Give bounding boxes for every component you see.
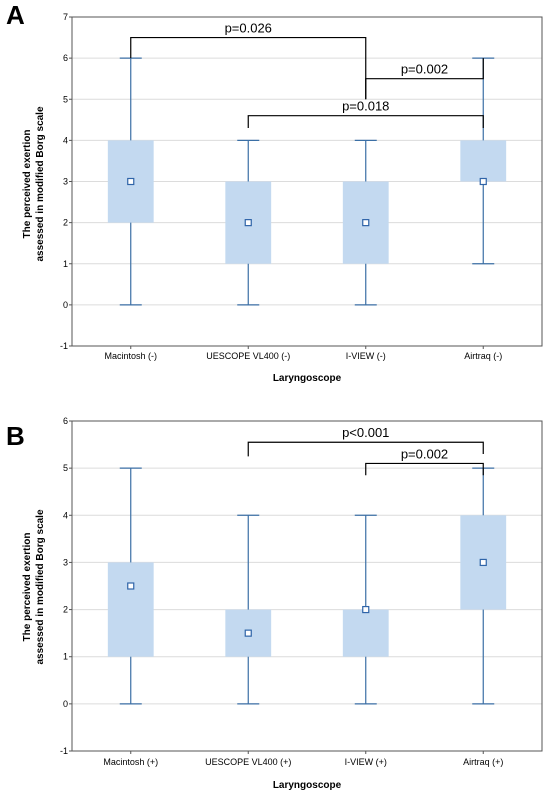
y-tick-label: 7: [63, 12, 68, 22]
panel-a: -1 0 1 2 3 4 5 6 7 Macintosh (-) UESCOPE VL400 (-)…: [6, 0, 543, 384]
significance-bracket: [130, 36, 367, 100]
p-value-label: p=0.002: [401, 446, 448, 461]
median-marker: [244, 629, 252, 637]
x-tick-label: I-VIEW (+): [345, 757, 387, 767]
y-tick-label: 1: [63, 259, 68, 269]
y-tick-label: 1: [63, 652, 68, 662]
significance-bracket: [365, 462, 484, 476]
x-tick-label: Macintosh (+): [103, 757, 158, 767]
p-value-label: p=0.026: [225, 21, 272, 36]
median-marker: [479, 558, 487, 567]
y-tick-label: 3: [63, 557, 68, 567]
x-tick-label: Macintosh (-): [104, 351, 157, 361]
panel-letter-a: A: [6, 0, 25, 30]
p-value-label: p<0.001: [342, 425, 389, 440]
box: [107, 562, 154, 657]
significance-bracket: [365, 58, 484, 100]
median-marker: [362, 219, 370, 227]
y-tick-label: 5: [63, 94, 68, 104]
y-tick-label: 5: [63, 463, 68, 473]
x-tick-label: UESCOPE VL400 (-): [206, 351, 290, 361]
box: [342, 609, 389, 657]
y-tick-label: 2: [63, 605, 68, 615]
median-marker: [127, 582, 135, 590]
x-axis-title: Laryngoscope: [273, 373, 342, 384]
y-tick-label: 4: [63, 510, 68, 520]
x-tick-label: UESCOPE VL400 (+): [205, 757, 291, 767]
y-tick-label: -1: [60, 746, 68, 756]
y-tick-label: 6: [63, 416, 68, 426]
x-tick-label: Airtraq (-): [464, 351, 502, 361]
y-tick-label: 6: [63, 53, 68, 63]
box-plot-a: -1 0 1 2 3 4 5 6 7 Macintosh (-) UESCOPE VL400 (-)…: [22, 12, 543, 384]
x-tick-label: Airtraq (+): [463, 757, 503, 767]
y-tick-label: 0: [63, 699, 68, 709]
y-axis-title-line-1: The perceived exertion: [22, 533, 33, 642]
y-axis-title-line-1: The perceived exertion: [22, 130, 33, 239]
x-tick-label: I-VIEW (-): [346, 351, 386, 361]
significance-bracket: [247, 441, 484, 457]
median-marker: [479, 177, 487, 186]
median-marker: [244, 219, 252, 227]
significance-bracket: [247, 115, 484, 129]
p-value-label: p=0.002: [401, 62, 448, 77]
p-value-label: p=0.018: [342, 99, 389, 114]
median-marker: [362, 605, 370, 614]
box: [460, 140, 507, 182]
y-tick-label: -1: [60, 341, 68, 351]
plot-frame: [71, 420, 543, 752]
y-tick-label: 2: [63, 218, 68, 228]
y-tick-label: 4: [63, 135, 68, 145]
x-axis-title: Laryngoscope: [273, 780, 342, 791]
y-tick-label: 0: [63, 300, 68, 310]
y-axis-title-line-2: assessed in modified Borg scale: [35, 106, 46, 261]
box-plot-b: -1 0 1 2 3 4 5 6 Macintosh (+) UESCOPE VL400 (+) I…: [22, 416, 543, 791]
y-tick-label: 3: [63, 177, 68, 187]
median-marker: [127, 177, 135, 186]
y-axis-title-line-2: assessed in modified Borg scale: [35, 509, 46, 664]
panel-letter-b: B: [6, 421, 25, 451]
panel-b: -1 0 1 2 3 4 5 6 Macintosh (+) UESCOPE VL400 (+) I…: [0, 397, 550, 794]
